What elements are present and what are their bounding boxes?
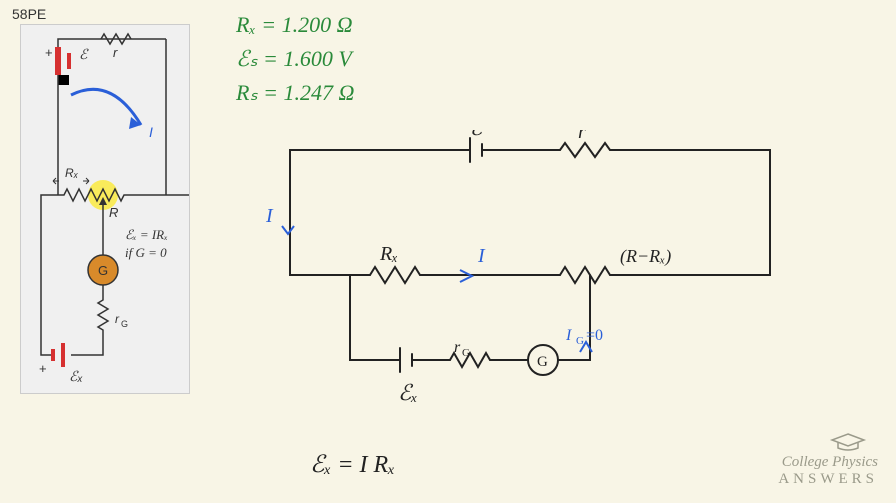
fig-condition-2: if G = 0 — [125, 245, 167, 261]
final-equation: ℰₓ = I Rₓ — [310, 450, 395, 479]
svg-text:R: R — [109, 205, 118, 220]
svg-text:r: r — [578, 130, 586, 143]
textbook-circuit-svg: + ℰ r I Rₓ R G r G — [21, 25, 191, 395]
svg-text:+: + — [45, 45, 53, 60]
given-values: Rₓ = 1.200 Ω ℰₛ = 1.600 V Rₛ = 1.247 Ω — [236, 12, 354, 114]
svg-text:=0: =0 — [586, 327, 603, 344]
svg-text:r: r — [113, 45, 118, 60]
svg-text:r: r — [454, 339, 461, 356]
svg-text:Rₓ: Rₓ — [379, 243, 398, 265]
svg-text:r: r — [115, 312, 120, 326]
brand-logo: College Physics ANSWERS — [778, 454, 878, 488]
svg-text:G: G — [98, 263, 108, 278]
graduation-cap-icon — [828, 430, 868, 454]
svg-text:I: I — [477, 245, 486, 267]
svg-text:+: + — [39, 361, 47, 376]
textbook-figure: + ℰ r I Rₓ R G r G — [20, 24, 190, 394]
fig-condition-1: ℰₓ = IRₓ — [125, 227, 168, 243]
svg-text:G: G — [537, 354, 548, 370]
given-rs: Rₛ = 1.247 Ω — [236, 80, 354, 106]
svg-text:I: I — [149, 124, 153, 140]
handwritten-circuit: ℰ r I Rₓ I (R−Rₓ) r G G I G =0 ℰₓ — [260, 130, 800, 440]
problem-number: 58PE — [12, 6, 46, 22]
svg-text:ℰₓ: ℰₓ — [69, 368, 83, 384]
brand-line-2: ANSWERS — [778, 471, 878, 488]
svg-text:ℰ: ℰ — [79, 46, 89, 62]
svg-text:ℰ: ℰ — [470, 130, 484, 140]
handwritten-circuit-svg: ℰ r I Rₓ I (R−Rₓ) r G G I G =0 ℰₓ — [260, 130, 800, 440]
svg-text:G: G — [462, 347, 470, 359]
svg-text:I: I — [565, 327, 572, 344]
brand-line-1: College Physics — [778, 454, 878, 471]
svg-text:G: G — [121, 319, 128, 329]
svg-text:ℰₓ: ℰₓ — [398, 380, 418, 405]
given-rx: Rₓ = 1.200 Ω — [236, 12, 354, 38]
svg-text:G: G — [576, 335, 584, 347]
svg-text:Rₓ: Rₓ — [65, 166, 79, 180]
svg-text:I: I — [265, 205, 274, 227]
svg-text:(R−Rₓ): (R−Rₓ) — [620, 246, 671, 267]
given-es: ℰₛ = 1.600 V — [236, 46, 354, 72]
